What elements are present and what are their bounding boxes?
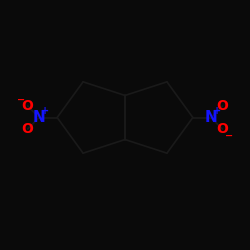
Text: −: − — [16, 94, 25, 104]
Text: O: O — [216, 122, 228, 136]
Text: O: O — [22, 122, 34, 136]
Text: +: + — [213, 106, 221, 116]
Text: N: N — [33, 110, 46, 125]
Text: +: + — [41, 106, 50, 116]
Text: O: O — [216, 99, 228, 113]
Text: N: N — [204, 110, 217, 125]
Text: O: O — [22, 99, 34, 113]
Text: −: − — [225, 130, 234, 140]
